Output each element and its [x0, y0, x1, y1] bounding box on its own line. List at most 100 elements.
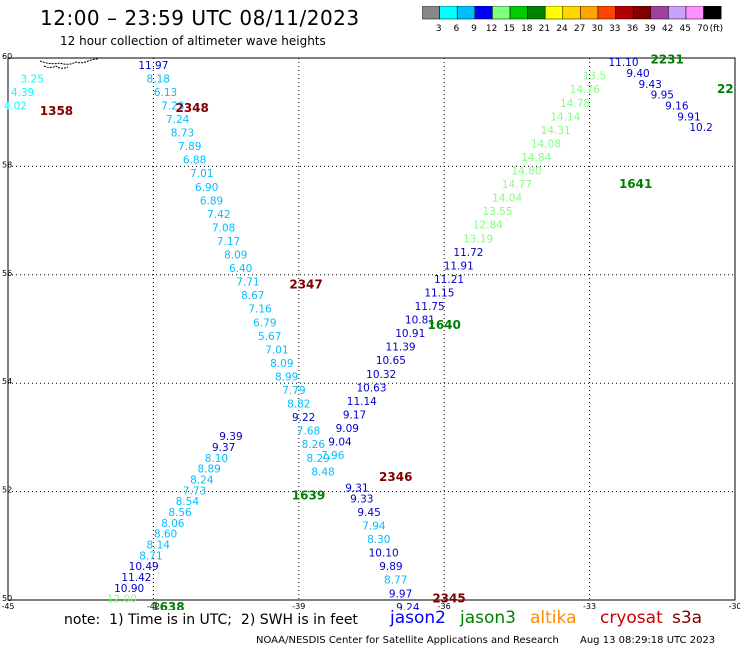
- swh-value-label: 4.02: [4, 100, 27, 112]
- swh-value-label: 14.80: [512, 166, 542, 178]
- swh-value-label: 11.91: [444, 260, 474, 272]
- lat-tick-label: 50: [2, 594, 12, 603]
- swh-value-label: 11.14: [347, 396, 377, 408]
- swh-value-label: 11.39: [386, 342, 416, 354]
- swh-value-label: 10.32: [366, 369, 396, 381]
- swh-value-label: 13.55: [482, 206, 512, 218]
- swh-value-label: 7.89: [178, 141, 201, 153]
- swh-value-label: 7.79: [282, 385, 305, 397]
- swh-value-label: 6.40: [229, 263, 252, 275]
- swh-value-label: 8.26: [302, 439, 326, 451]
- swh-value-label: 11.42: [121, 572, 151, 584]
- colorbar-tick-label: 24: [556, 24, 568, 34]
- swh-value-label: 12.00: [107, 594, 137, 606]
- swh-value-label: 8.48: [311, 466, 334, 478]
- pass-number-label: 2345: [432, 592, 465, 606]
- lat-tick-label: 52: [2, 486, 12, 495]
- legend-s3a: s3a: [672, 608, 703, 628]
- swh-value-label: 8.67: [241, 290, 264, 302]
- swh-value-label: 14.84: [521, 152, 551, 164]
- swh-value-label: 8.24: [190, 474, 214, 486]
- swh-value-label: 5.67: [258, 331, 281, 343]
- pass-number-label: 2348: [175, 101, 208, 115]
- swh-value-label: 14.14: [550, 111, 580, 123]
- swh-value-label: 10.63: [356, 382, 386, 394]
- lat-tick-label: 58: [2, 160, 12, 169]
- colorbar-tick-label: 9: [471, 24, 477, 34]
- colorbar-swatch: [703, 6, 722, 20]
- wave-height-map: 60 58 56 54 52 50-45 -42 -39 -36 -33 -30 11.978.18 6…: [1, 52, 740, 610]
- swh-value-label: 14.78: [560, 98, 590, 110]
- pass-number-label: 1639: [292, 489, 325, 503]
- map-title: 12:00 – 23:59 UTC 08/11/2023: [40, 6, 360, 30]
- colorbar-tick-label: 21: [539, 24, 550, 34]
- swh-value-label: 10.2: [689, 122, 712, 134]
- swh-value-label: 14.08: [531, 138, 561, 150]
- swh-value-label: 8.71: [139, 550, 162, 562]
- colorbar-tick-label: 39: [644, 24, 656, 34]
- lon-tick-label: -42: [147, 602, 160, 610]
- swh-value-label: 14.31: [541, 125, 571, 137]
- lon-tick-label: -33: [583, 602, 596, 610]
- swh-value-label: 8.54: [176, 496, 200, 508]
- swh-value-label: 7.23: [161, 100, 184, 112]
- lon-tick-label: -45: [1, 602, 14, 610]
- lon-tick-label: -39: [292, 602, 305, 610]
- swh-value-label: 8.10: [205, 453, 228, 465]
- swh-value-label: 9.17: [343, 409, 366, 421]
- legend-altika: altika: [530, 608, 577, 628]
- swh-value-label: 7.08: [212, 222, 235, 234]
- colorbar-tick-label: 70: [697, 24, 709, 34]
- swh-value-label: 11.21: [434, 274, 464, 286]
- swh-value-label: 8.30: [367, 534, 390, 546]
- swh-value-label: 9.04: [328, 437, 352, 449]
- lat-tick-label: 56: [2, 269, 12, 278]
- colorbar-tick-label: 3: [436, 24, 442, 34]
- map-frame: [7, 57, 736, 601]
- pass-number-label: 1638: [151, 600, 184, 610]
- lon-tick-label: -36: [438, 602, 451, 610]
- swh-value-label: 8.18: [147, 73, 170, 85]
- lat-tick-label: 54: [2, 377, 12, 386]
- swh-value-label: 9.22: [292, 412, 315, 424]
- swh-value-label: 6.79: [253, 317, 276, 329]
- lon-tick-label: -30: [728, 602, 740, 610]
- swh-value-label: 7.68: [297, 426, 320, 438]
- swh-value-label: 7.96: [321, 450, 345, 462]
- swh-value-label: 11.97: [138, 60, 168, 72]
- swh-value-label: 9.97: [389, 588, 412, 600]
- swh-value-label: 10.49: [129, 561, 159, 573]
- pass-number-label: 1640: [427, 318, 460, 332]
- swh-value-label: 9.24: [396, 602, 420, 610]
- swh-value-label: 8.99: [275, 371, 298, 383]
- swh-value-label: 8.09: [224, 250, 247, 262]
- pass-number-label: 2347: [289, 277, 322, 291]
- swh-value-label: 7.16: [248, 304, 272, 316]
- swh-value-label: 14.77: [502, 179, 532, 191]
- swh-value-label: 12.84: [473, 220, 503, 232]
- swh-value-label: 10.10: [369, 548, 399, 560]
- color-legend: 3 6 9 12 15 18 21 24 27 30 33 36 39 42 45 70 (ft): [422, 6, 723, 34]
- swh-value-label: 6.89: [200, 195, 223, 207]
- swh-value-label: 9.31: [345, 483, 368, 495]
- pass-number-label: 2231: [650, 52, 683, 66]
- colorbar-tick-label: 30: [591, 24, 603, 34]
- swh-value-label: 8.09: [270, 358, 293, 370]
- colorbar-tick-label: 18: [521, 24, 533, 34]
- swh-value-label: 8.56: [168, 507, 192, 519]
- pass-number-label: 2346: [379, 470, 412, 484]
- swh-value-label: 9.43: [638, 79, 661, 91]
- swh-value-label: 8.89: [197, 464, 220, 476]
- swh-value-label: 9.91: [677, 111, 700, 123]
- legend-jason3: jason3: [460, 608, 516, 628]
- legend-cryosat: cryosat: [600, 608, 663, 628]
- swh-value-label: 14.76: [570, 84, 600, 96]
- pass-number-label: 1358: [40, 104, 73, 118]
- swh-value-label: 9.39: [219, 431, 242, 443]
- swh-value-label: 7.42: [207, 209, 230, 221]
- swh-value-label: 8.06: [161, 518, 185, 530]
- swh-value-label: 13.19: [463, 233, 493, 245]
- colorbar-tick-label: 45: [679, 24, 690, 34]
- swh-value-label: 11.15: [424, 287, 454, 299]
- legend-jason2: jason2: [390, 608, 446, 628]
